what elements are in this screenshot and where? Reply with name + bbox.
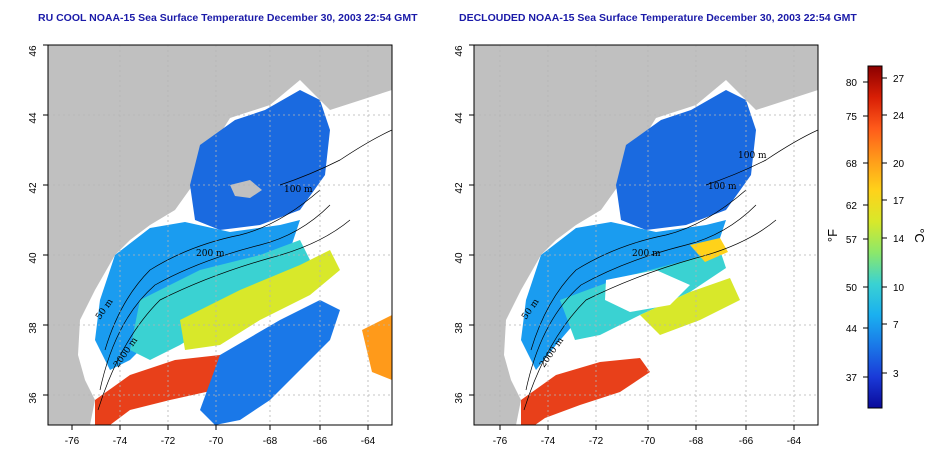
cb-f-80: 80	[846, 78, 858, 89]
cb-c-27: 27	[893, 74, 905, 85]
right-gridlines	[474, 45, 818, 425]
right-sst-gulfstream-red	[521, 358, 650, 425]
right-sst-gulf-maine	[616, 90, 756, 230]
left-map-frame	[47, 44, 393, 426]
left-gridlines	[48, 45, 392, 425]
colorbar-fahrenheit-unit: °F	[825, 228, 841, 243]
left-lat-tick-42: 42	[28, 182, 39, 194]
left-contour-50m	[104, 189, 321, 351]
left-contour-100m	[279, 129, 392, 186]
right-sst-yellow	[640, 278, 740, 335]
right-lat-tick-44: 44	[454, 112, 465, 124]
right-lat-tick-46: 46	[454, 45, 465, 57]
right-contour-label-100m-a: 100 m	[708, 182, 737, 192]
left-lat-tick-40: 40	[28, 252, 39, 264]
right-contour-50m	[530, 189, 747, 351]
right-lat-axis: 46 44 42 40 38 36	[454, 44, 474, 404]
right-lon-tick-72: -72	[589, 436, 604, 447]
right-lat-tick-42: 42	[454, 182, 465, 194]
left-map	[48, 45, 392, 425]
right-land	[474, 45, 818, 425]
right-lat-tick-40: 40	[454, 252, 465, 264]
colorbar-celsius-unit: °C	[911, 228, 927, 243]
cb-f-44: 44	[846, 324, 858, 335]
left-lat-tick-46: 46	[28, 45, 39, 57]
right-lon-tick-64: -64	[787, 436, 802, 447]
left-lon-tick-70: -70	[209, 436, 224, 447]
cb-c-20: 20	[893, 159, 905, 170]
right-contour-2000m	[523, 219, 777, 411]
left-lon-tick-66: -66	[313, 436, 328, 447]
colorbar-f-ticks	[863, 81, 868, 378]
left-sst-gulfstream-red	[95, 355, 240, 425]
right-contour-100m	[705, 129, 818, 186]
left-sst-gulf-maine	[190, 90, 330, 230]
left-lat-axis: 46 44 42 40 38 36	[28, 44, 48, 404]
cb-c-3: 3	[893, 369, 899, 380]
right-map	[474, 45, 818, 425]
right-sst-orange-patch	[690, 238, 728, 262]
right-clear-gap	[605, 270, 690, 312]
right-lon-tick-74: -74	[541, 436, 556, 447]
colorbar-c-ticks	[882, 77, 887, 374]
right-contour-200m	[525, 204, 757, 391]
left-land	[48, 45, 392, 425]
left-lon-axis: -76 -74 -72 -70 -68 -66 -64	[65, 425, 376, 447]
right-lon-axis: -76 -74 -72 -70 -68 -66 -64	[493, 425, 802, 447]
left-sst-south-offshore	[200, 300, 340, 425]
cb-c-24: 24	[893, 111, 905, 122]
cb-c-7: 7	[893, 320, 899, 331]
right-contour-label-200m: 200 m	[632, 249, 661, 259]
left-lon-tick-64: -64	[361, 436, 376, 447]
left-contour-label-100m: 100 m	[284, 185, 313, 195]
left-contour-2000m	[97, 219, 351, 411]
left-sst-east-patch	[362, 315, 392, 380]
cb-f-50: 50	[846, 283, 858, 294]
right-lat-tick-36: 36	[454, 392, 465, 404]
left-lon-tick-72: -72	[161, 436, 176, 447]
right-sst-shelf	[521, 220, 726, 370]
left-lat-tick-38: 38	[28, 322, 39, 334]
cb-f-68: 68	[846, 159, 858, 170]
right-contour-label-100m-b: 100 m	[738, 151, 767, 161]
left-panel-title: RU COOL NOAA-15 Sea Surface Temperature …	[38, 12, 418, 24]
right-lat-tick-38: 38	[454, 322, 465, 334]
right-map-frame	[473, 44, 819, 426]
cb-c-17: 17	[893, 196, 905, 207]
left-lon-tick-74: -74	[113, 436, 128, 447]
cb-f-62: 62	[846, 201, 858, 212]
left-contour-label-200m: 200 m	[196, 249, 225, 259]
left-land-islands	[230, 180, 262, 198]
left-lon-tick-68: -68	[263, 436, 278, 447]
colorbar: 80 75 68 62 57 50 44 37 27 24 20 17 14 1…	[846, 65, 905, 409]
left-lat-tick-44: 44	[28, 112, 39, 124]
right-lon-tick-68: -68	[689, 436, 704, 447]
left-lon-tick-76: -76	[65, 436, 80, 447]
cb-f-75: 75	[846, 112, 858, 123]
right-lon-tick-70: -70	[641, 436, 656, 447]
right-lon-tick-76: -76	[493, 436, 508, 447]
left-lat-tick-36: 36	[28, 392, 39, 404]
right-lon-tick-66: -66	[739, 436, 754, 447]
cb-c-14: 14	[893, 234, 905, 245]
cb-f-37: 37	[846, 373, 858, 384]
colorbar-ramp	[867, 65, 883, 409]
cb-c-10: 10	[893, 283, 905, 294]
cb-f-57: 57	[846, 235, 858, 246]
right-panel-title: DECLOUDED NOAA-15 Sea Surface Temperatur…	[459, 12, 857, 24]
left-contour-200m	[99, 204, 331, 391]
